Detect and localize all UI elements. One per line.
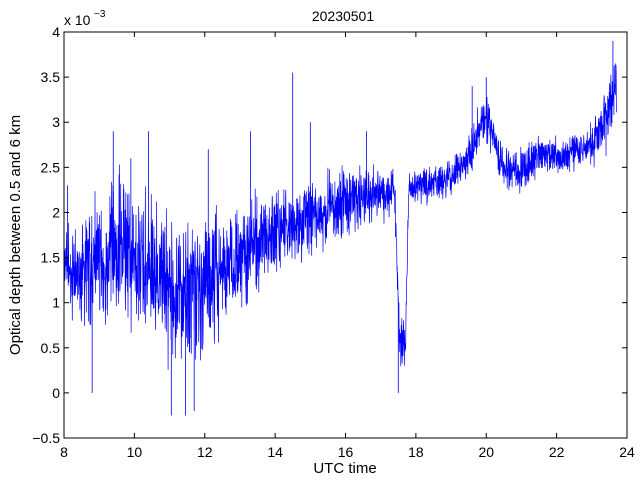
- y-tick-label: 1: [52, 295, 60, 311]
- axes: 8 10 12 14 16 18 20 22 24 −0.5 0 0.5 1 1.5 2 2.5 3 3.5 4: [32, 24, 635, 460]
- y-tick-label: 4: [52, 24, 60, 40]
- x-tick-label: 18: [408, 444, 424, 460]
- y-multiplier-exponent: −3: [94, 9, 106, 20]
- y-tick-label: 1.5: [41, 250, 61, 266]
- series-line: [63, 63, 617, 370]
- y-axis-label: Optical depth between 0.5 and 6 km: [7, 115, 24, 355]
- y-tick-label: −0.5: [32, 430, 60, 446]
- plot-background: [64, 32, 627, 438]
- x-tick-label: 16: [338, 444, 354, 460]
- x-tick-label: 10: [127, 444, 143, 460]
- x-tick-label: 24: [619, 444, 635, 460]
- y-multiplier-base: x 10: [64, 12, 91, 28]
- data-series-line: [63, 41, 617, 416]
- x-tick-label: 20: [478, 444, 494, 460]
- x-tick-label: 8: [60, 444, 68, 460]
- x-tick-label: 12: [197, 444, 213, 460]
- y-tick-label: 2: [52, 204, 60, 220]
- x-tick-label: 22: [549, 444, 565, 460]
- y-tick-label: 0.5: [41, 340, 61, 356]
- x-axis-label: UTC time: [313, 460, 376, 477]
- chart-title: 20230501: [312, 8, 375, 24]
- y-multiplier-label: x 10 −3: [64, 9, 106, 28]
- y-tick-label: 0: [52, 385, 60, 401]
- x-tick-label: 14: [267, 444, 283, 460]
- y-tick-label: 3.5: [41, 69, 61, 85]
- y-tick-label: 2.5: [41, 159, 61, 175]
- plot-area: [64, 32, 627, 438]
- y-tick-label: 3: [52, 114, 60, 130]
